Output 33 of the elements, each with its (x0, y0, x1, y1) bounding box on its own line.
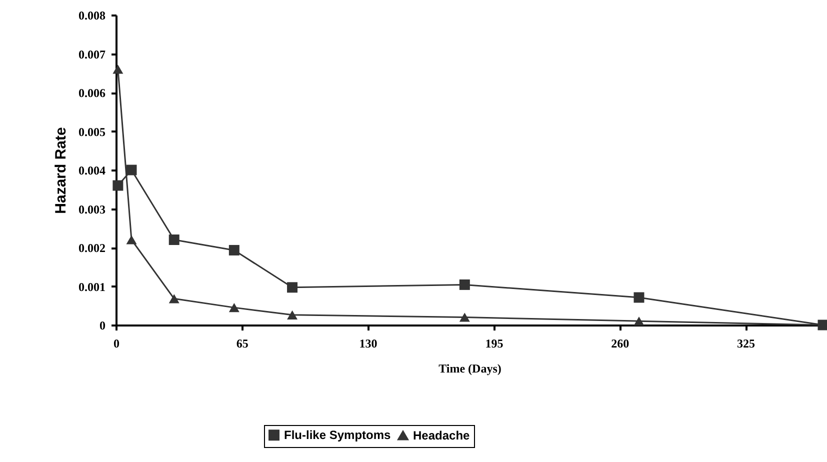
point (112, 180, 124, 191)
point (634, 292, 644, 303)
legend-label: Flu-like Symptoms (284, 428, 392, 442)
legend-label: Headache (413, 428, 470, 442)
y-tick-label: 0.008 (78, 8, 106, 22)
y-tick-label: 0.004 (78, 164, 106, 178)
point (112, 64, 124, 74)
x-tick-label: 260 (611, 336, 630, 350)
y-tick-label: 0.006 (78, 86, 106, 100)
point (287, 310, 298, 320)
point (126, 164, 137, 176)
point (459, 279, 470, 290)
point (168, 234, 180, 245)
x-tick-label: 0 (114, 336, 120, 350)
point (168, 294, 180, 304)
point (228, 244, 240, 256)
point (126, 235, 137, 244)
x-tick-label: 325 (737, 336, 756, 350)
y-axis-title: Hazard Rate (52, 127, 70, 214)
x-tick-label: 130 (359, 336, 378, 350)
point (228, 303, 240, 312)
y-tick-label: 0.003 (78, 202, 106, 216)
point (634, 316, 644, 326)
point (459, 312, 470, 322)
y-tick-label: 0.002 (78, 241, 106, 255)
x-tick-label: 195 (485, 336, 504, 350)
point (287, 282, 298, 293)
y-tick-label: 0.001 (78, 280, 106, 294)
y-tick-label: 0.005 (78, 124, 106, 139)
x-axis-title: Time (Days) (438, 362, 502, 376)
x-tick-label: 65 (236, 336, 248, 350)
y-tick-label: 0.007 (78, 47, 106, 62)
y-tick-label: 0 (100, 318, 106, 332)
